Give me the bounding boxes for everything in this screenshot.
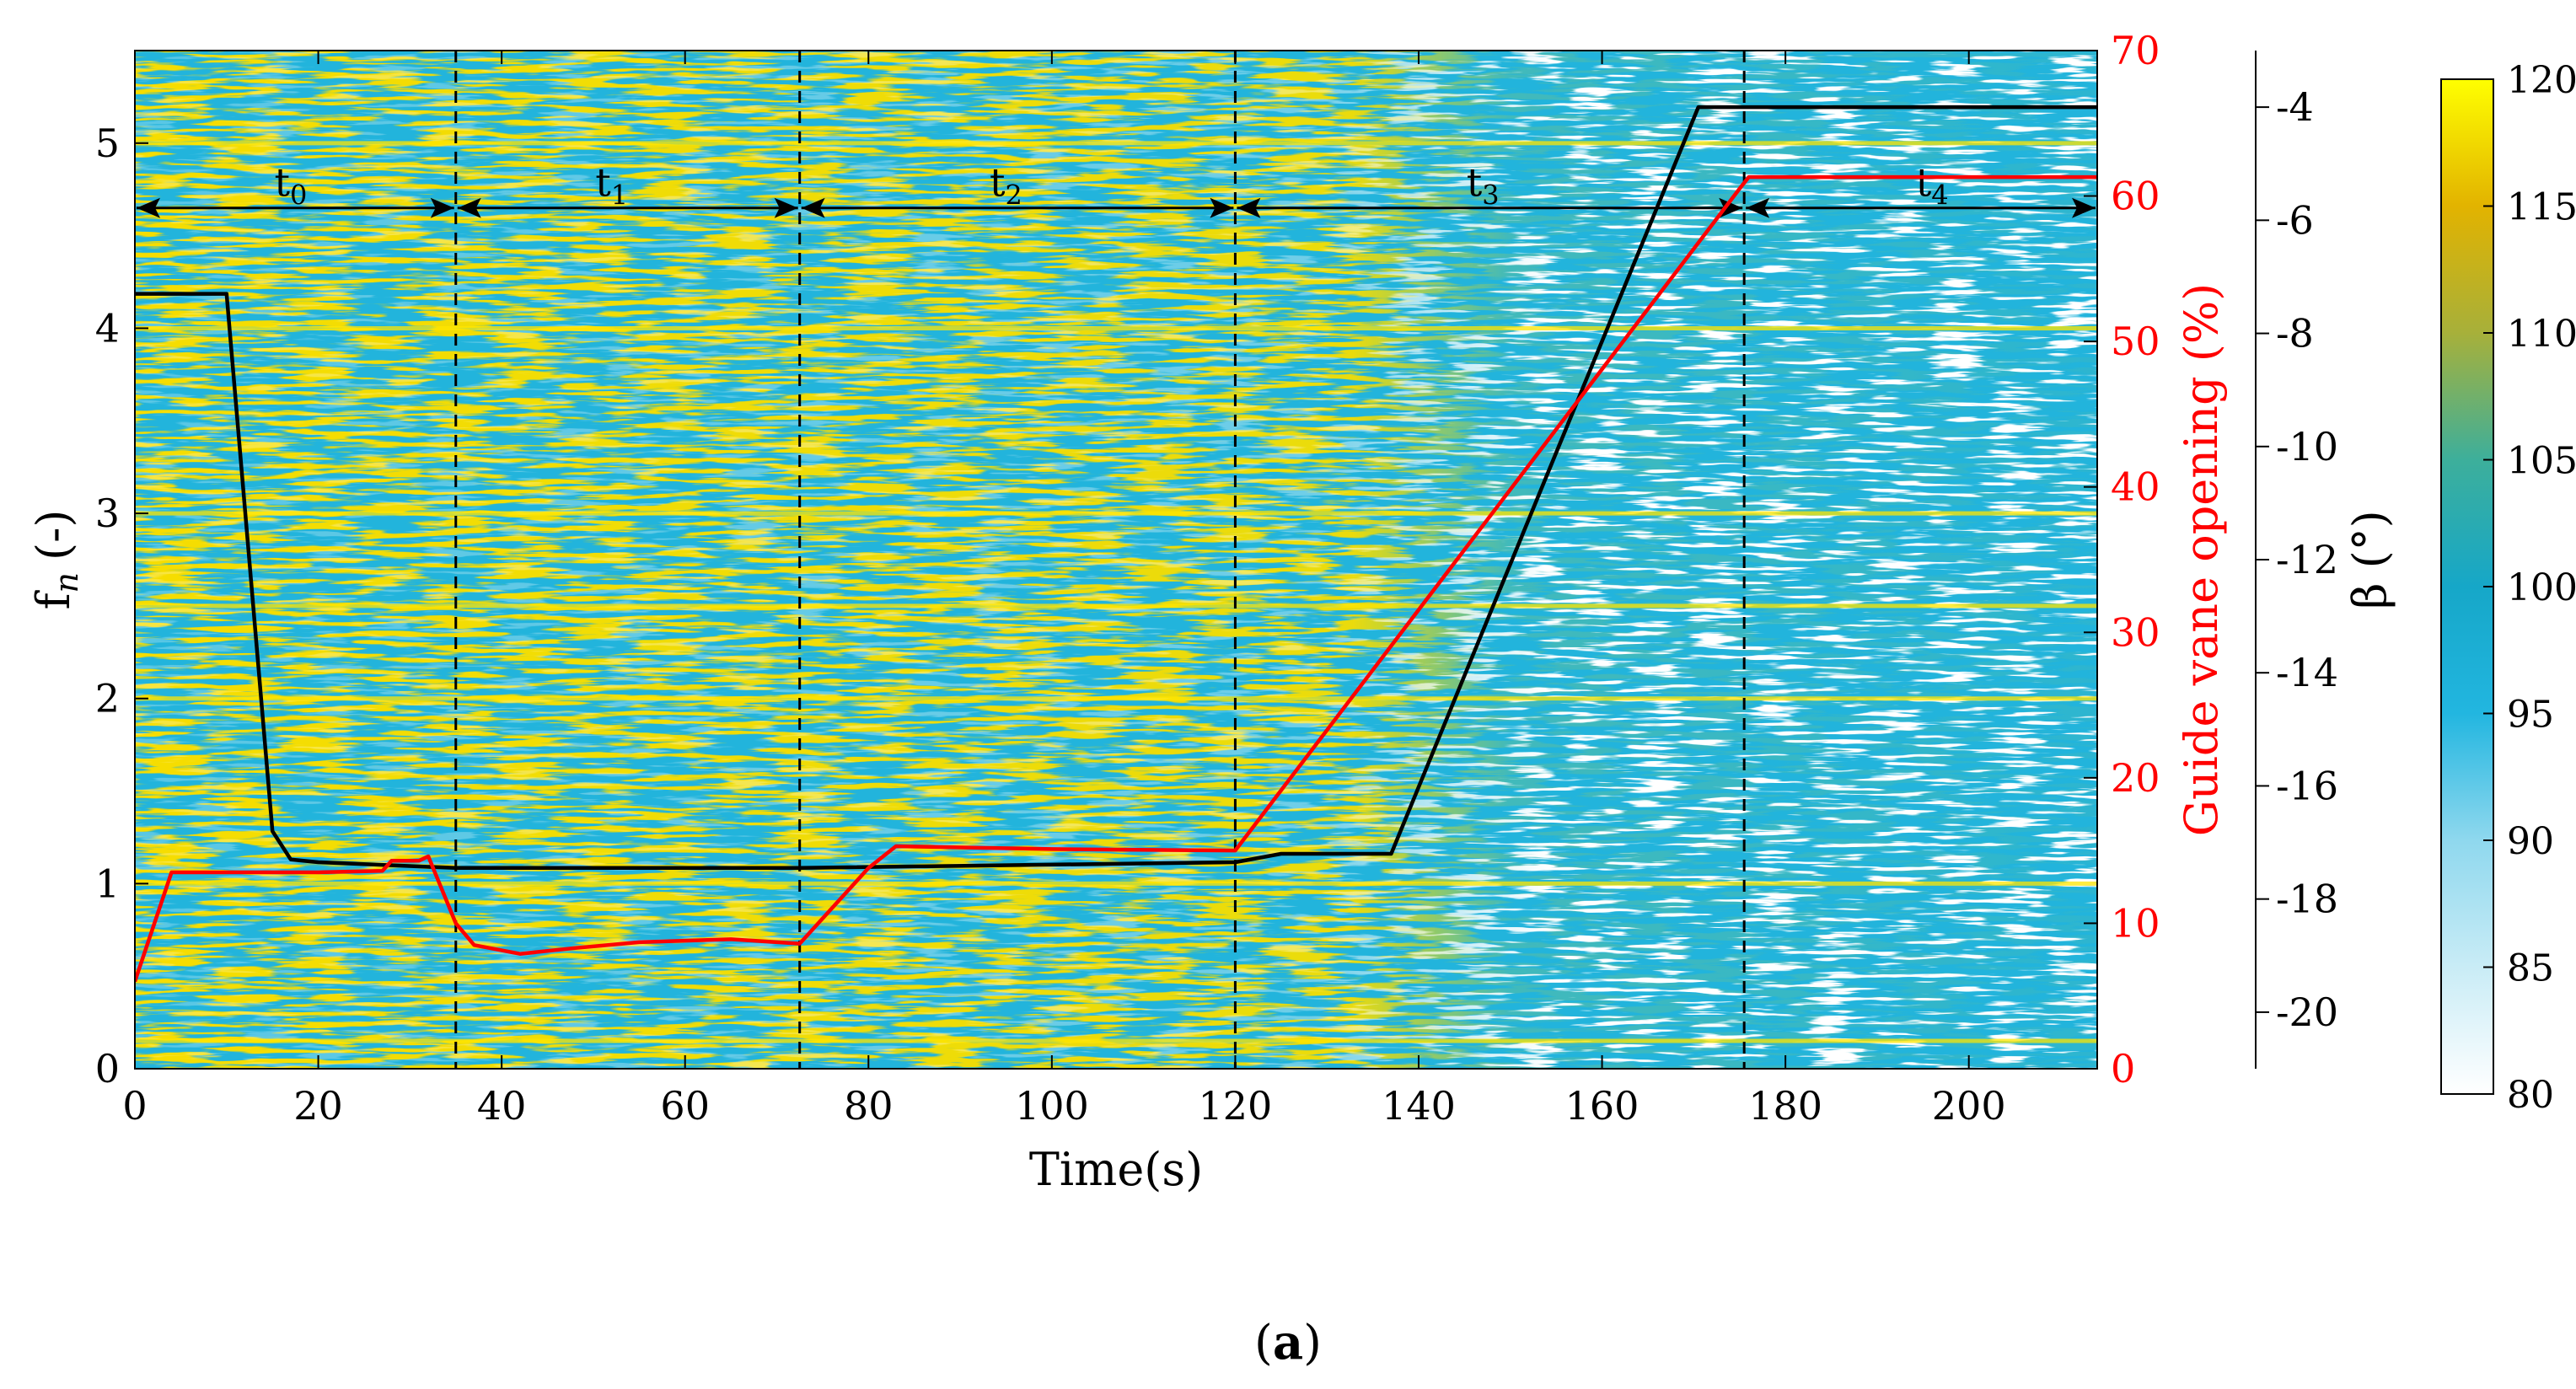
phase-arrow-head	[774, 197, 798, 218]
x-tick-label: 160	[1565, 1083, 1640, 1129]
phase-arrow-head	[1719, 197, 1743, 218]
panel-label: (a)	[0, 1315, 2576, 1370]
phase-label-main: t	[1467, 160, 1483, 206]
colorbar-tick-label: 105	[2507, 440, 2576, 483]
y2-axis-title: Guide vane opening (%)	[2175, 283, 2228, 837]
colorbar-tick-label: 100	[2507, 566, 2576, 609]
y-tick-label: 0	[95, 1046, 120, 1091]
y3-tick-label: -12	[2276, 537, 2338, 582]
phase-arrow-head	[1237, 197, 1261, 218]
harmonic-lines	[135, 141, 2097, 1043]
y2-tick-label: 0	[2111, 1046, 2135, 1091]
y-tick-label: 3	[95, 491, 120, 536]
series-line	[135, 105, 2097, 871]
phase-arrows: t0 t1 t2 t3 t4	[137, 160, 2096, 218]
series-line	[135, 174, 2097, 983]
phase-label: t1	[595, 160, 628, 212]
colorbar-tick-label: 95	[2507, 694, 2554, 737]
phase-arrow-head	[457, 197, 481, 218]
x-tick-label: 60	[660, 1083, 710, 1129]
phase-label: t3	[1467, 160, 1500, 212]
colorbar-tick-label: 90	[2507, 820, 2554, 863]
phase-label-sub: 1	[611, 180, 628, 212]
y2-tick-label: 50	[2111, 319, 2160, 364]
y3-tick-label: -8	[2276, 311, 2314, 357]
y2-tick-label: 60	[2111, 174, 2160, 219]
y2-tick-label: 40	[2111, 464, 2160, 510]
x-tick-label: 80	[844, 1083, 894, 1129]
colorbar-tick-label: 80	[2507, 1074, 2554, 1117]
panel-label-letter: a	[1272, 1315, 1304, 1370]
phase-label-main: t	[595, 160, 611, 206]
heatmap-white-texture	[135, 51, 2097, 1069]
phase-arrow-head	[137, 197, 160, 218]
phase-label-sub: 2	[1006, 180, 1022, 212]
y-tick-label: 4	[95, 305, 120, 351]
x-tick-label: 20	[293, 1083, 343, 1129]
y-tick-label: 2	[95, 676, 120, 721]
phase-label-main: t	[990, 160, 1006, 206]
plot-frame	[134, 50, 2098, 1070]
colorbar-tick-label: 85	[2507, 947, 2554, 990]
phase-arrow-head	[1746, 197, 1770, 218]
phase-label-main: t	[1916, 160, 1932, 206]
y2-tick-label: 20	[2111, 755, 2160, 801]
phase-arrow-head	[430, 197, 454, 218]
panel-label-open: (	[1253, 1316, 1273, 1370]
colorbar-tick-label: 115	[2507, 186, 2576, 229]
x-tick-label: 200	[1932, 1083, 2006, 1129]
y3-tick-label: -4	[2276, 84, 2314, 130]
phase-dividers	[454, 51, 1746, 1069]
axes: 0 20 40 60 80 100 120 140 160 180 2000123450102030…	[95, 28, 2338, 1129]
y2-tick-label: 70	[2111, 28, 2160, 73]
colorbar-tick-label: 120	[2507, 59, 2576, 102]
colorbar: 80 85 90 95 100 105 110 115 120	[2440, 59, 2576, 1117]
phase-label-sub: 4	[1931, 180, 1948, 212]
phase-label-sub: 3	[1482, 180, 1499, 212]
phase-label: t2	[990, 160, 1022, 212]
x-tick-label: 120	[1199, 1083, 1273, 1129]
phase-label: t4	[1916, 160, 1949, 212]
y3-tick-label: -16	[2276, 763, 2338, 808]
y3-tick-label: -10	[2276, 424, 2338, 469]
y2-tick-label: 30	[2111, 609, 2160, 655]
phase-arrow-head	[1210, 197, 1234, 218]
phase-label-main: t	[275, 160, 291, 206]
x-tick-label: 140	[1382, 1083, 1456, 1129]
y-tick-label: 1	[95, 861, 120, 906]
phase-label: t0	[275, 160, 308, 212]
y3-tick-label: -14	[2276, 650, 2338, 695]
x-tick-label: 100	[1015, 1083, 1089, 1129]
phase-label-sub: 0	[290, 180, 307, 212]
y3-tick-label: -18	[2276, 877, 2338, 922]
phase-arrow-head	[801, 197, 825, 218]
y-axis-title-unit: (-)	[27, 510, 80, 560]
colorbar-tick-label: 110	[2507, 313, 2576, 356]
x-tick-label: 180	[1748, 1083, 1822, 1129]
y3-axis-title: β (°)	[2343, 510, 2396, 609]
y-axis-title: fn(-)	[27, 510, 85, 610]
panel-label-close: )	[1303, 1316, 1322, 1370]
y-axis-title-sub: n	[48, 572, 85, 593]
phase-arrow-head	[2072, 197, 2096, 218]
y2-tick-label: 10	[2111, 900, 2160, 946]
spectrogram-heatmap	[135, 51, 2097, 1069]
x-tick-label: 40	[477, 1083, 527, 1129]
y-tick-label: 5	[95, 121, 120, 166]
x-axis-title: Time(s)	[1029, 1143, 1203, 1196]
y3-tick-label: -20	[2276, 989, 2338, 1035]
x-tick-label: 0	[122, 1083, 147, 1129]
series-layer	[135, 105, 2097, 983]
y3-tick-label: -6	[2276, 197, 2314, 243]
